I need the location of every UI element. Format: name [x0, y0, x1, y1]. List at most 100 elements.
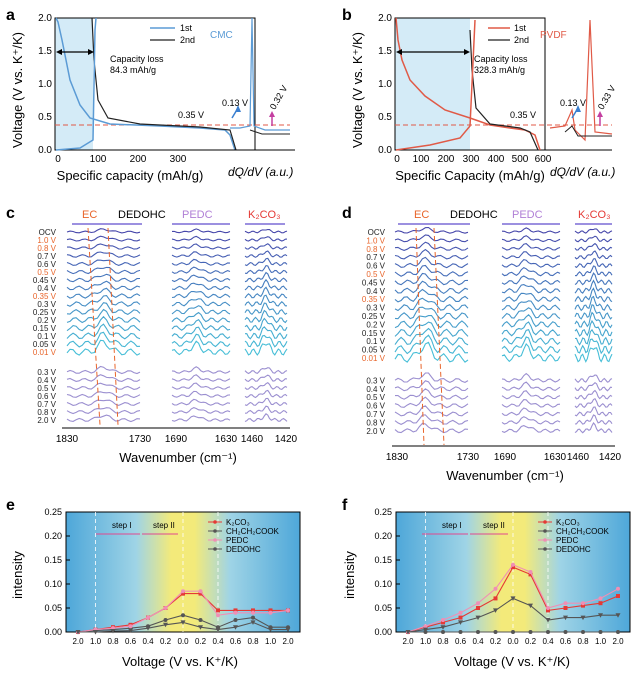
f-point — [441, 630, 445, 634]
f-point — [528, 572, 533, 577]
d-spectrum-line — [501, 235, 561, 243]
d-spectrum-line — [501, 258, 561, 268]
e-point — [198, 618, 203, 622]
c-spectrum-line — [171, 406, 231, 414]
c-row-label: 1.0 V — [37, 236, 56, 245]
f-point — [511, 630, 515, 634]
c-spectrum-line — [171, 311, 231, 323]
f-point — [423, 624, 428, 629]
e-ytick: 0.00 — [44, 627, 62, 637]
c-spectrum-line — [244, 309, 288, 324]
d-row-label: 0.1 V — [366, 337, 385, 346]
e-point — [233, 625, 238, 630]
panel-d-xlabel: Wavenumber (cm⁻¹) — [446, 468, 564, 483]
d-spectrum-line — [501, 416, 561, 425]
f-point — [616, 586, 620, 591]
c-spectrum-line — [171, 251, 231, 258]
f-xtick: 0.2 — [525, 637, 537, 646]
panel-b-v035: 0.35 V — [510, 110, 536, 120]
panel-e: e intensity 0.00 0.05 0.10 0.15 0.20 0.25 2.0 1… — [6, 497, 301, 669]
c-spectrum-line — [244, 278, 288, 291]
f-ytick: 0.15 — [374, 555, 392, 565]
panel-b-binder: PVDF — [540, 30, 567, 41]
d-spectrum-line — [501, 307, 561, 320]
e-point — [233, 610, 238, 615]
d-spectrum-line — [394, 306, 469, 320]
e-point — [251, 610, 255, 615]
d-spectrum-line — [501, 407, 561, 417]
c-spectrum-line — [244, 228, 288, 234]
d-row-label: 0.5 V — [366, 270, 385, 279]
panel-e-xlabel: Voltage (V vs. K⁺/K) — [122, 654, 238, 669]
panel-b-xlabel: Specific Capacity (mAh/g) — [395, 168, 545, 183]
e-xtick: 0.2 — [160, 637, 172, 646]
f-ytick: 0.00 — [374, 627, 392, 637]
d-spectrum-line — [574, 414, 613, 425]
e-point — [198, 625, 203, 630]
d-row-label: 0.25 V — [362, 312, 386, 321]
c-spectrum-line — [244, 334, 288, 348]
f-point — [476, 601, 480, 606]
d-spectrum-line — [394, 288, 469, 303]
panel-a-shade — [55, 18, 93, 150]
d-spectrum-line — [394, 234, 469, 243]
e-point — [268, 608, 273, 613]
panel-b-ylabel: Voltage (V vs. K⁺/K) — [350, 32, 365, 148]
c-spectrum-line — [66, 323, 141, 340]
d-spectrum-line — [574, 422, 613, 434]
e-ytick: 0.15 — [44, 555, 62, 565]
c-spectrum-line — [171, 326, 231, 340]
e-point — [198, 591, 203, 596]
d-spectrum-line — [574, 235, 613, 243]
f-point — [546, 608, 550, 613]
d-spectrum-line — [574, 250, 613, 260]
panel-b-legend1: 1st — [514, 23, 527, 33]
panel-d-xtick-0: 1830 — [386, 452, 409, 463]
e-point — [163, 622, 168, 628]
panel-a-xlabel: Specific capacity (mAh/g) — [57, 168, 204, 183]
panel-c-group-ec: EC — [82, 209, 97, 221]
d-row-label: 0.8 V — [366, 245, 385, 254]
d-spectrum-line — [395, 388, 469, 400]
e-xtick: 2.0 — [282, 637, 294, 646]
f-point — [458, 620, 463, 625]
e-xtick: 2.0 — [72, 637, 84, 646]
f-xtick: 1.0 — [595, 637, 607, 646]
e-xtick: 1.0 — [90, 637, 102, 646]
c-spectrum-line — [244, 374, 288, 383]
f-xtick: 0.4 — [472, 637, 484, 646]
f-xtick: 0.4 — [542, 637, 554, 646]
c-spectrum-line — [244, 343, 288, 356]
e-point — [250, 620, 256, 625]
d-spectrum-line — [574, 279, 613, 294]
panel-a-curve-1st — [55, 17, 236, 151]
panel-a-dqlabel: dQ/dV (a.u.) — [228, 165, 293, 179]
e-point — [198, 589, 203, 594]
d-row-label: OCV — [368, 228, 386, 237]
f-point — [458, 610, 463, 615]
f-point — [423, 627, 428, 633]
d-spectrum-line — [574, 338, 613, 355]
c-spectrum-line — [66, 391, 141, 399]
d-spectrum-line — [574, 397, 613, 409]
c-spectrum-line — [171, 290, 231, 299]
d-row-label: 0.15 V — [362, 329, 386, 338]
f-point — [510, 596, 516, 601]
panel-b-legend2: 2nd — [514, 35, 529, 45]
f-point — [563, 615, 568, 621]
f-legend-item: K₂CO₃ — [556, 518, 580, 527]
f-point — [528, 603, 533, 609]
c-row-label: 0.7 V — [37, 400, 56, 409]
f-xtick: 2.0 — [402, 637, 414, 646]
e-point — [215, 627, 221, 633]
panel-b-letter: b — [342, 7, 352, 24]
c-spectrum-line — [244, 243, 288, 250]
c-spectrum-line — [244, 397, 288, 407]
d-spectrum-line — [501, 227, 561, 234]
panel-e-ylabel: intensity — [10, 551, 25, 599]
panel-a-ylabel: Voltage (V vs. K⁺/K) — [10, 32, 25, 148]
e-point — [128, 624, 133, 629]
d-spectrum-line — [501, 336, 561, 354]
